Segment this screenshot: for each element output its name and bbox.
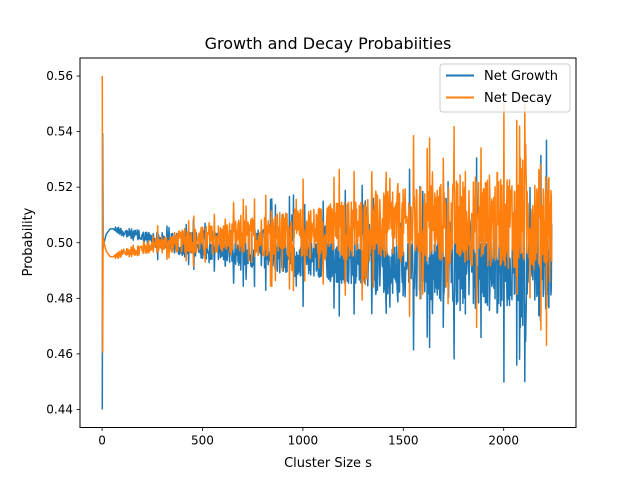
y-tick-label: 0.54 (46, 125, 73, 139)
legend-label-net-growth: Net Growth (484, 69, 558, 84)
chart-title: Growth and Decay Probabiities (205, 34, 452, 53)
y-tick-label: 0.52 (46, 180, 73, 194)
x-tick-label: 1000 (288, 434, 319, 448)
x-tick-label: 500 (191, 434, 214, 448)
x-tick-label: 0 (98, 434, 106, 448)
series-line-net-decay (101, 76, 553, 353)
y-tick-label: 0.50 (46, 236, 73, 250)
y-tick-label: 0.44 (46, 402, 73, 416)
x-tick-label: 1500 (388, 434, 419, 448)
plot-area (101, 76, 553, 410)
x-tick-label: 2000 (488, 434, 519, 448)
y-tick-label: 0.56 (46, 69, 73, 83)
y-tick-label: 0.48 (46, 291, 73, 305)
y-tick-label: 0.46 (46, 347, 73, 361)
ticks: 0 500 1000 1500 2000 0.44 0.46 0.48 0.50 0.52 0.54… (46, 69, 519, 447)
legend-label-net-decay: Net Decay (484, 91, 552, 106)
y-axis-label: Probability (21, 207, 36, 276)
legend: Net Growth Net Decay (439, 63, 571, 113)
x-axis-label: Cluster Size s (284, 456, 372, 471)
